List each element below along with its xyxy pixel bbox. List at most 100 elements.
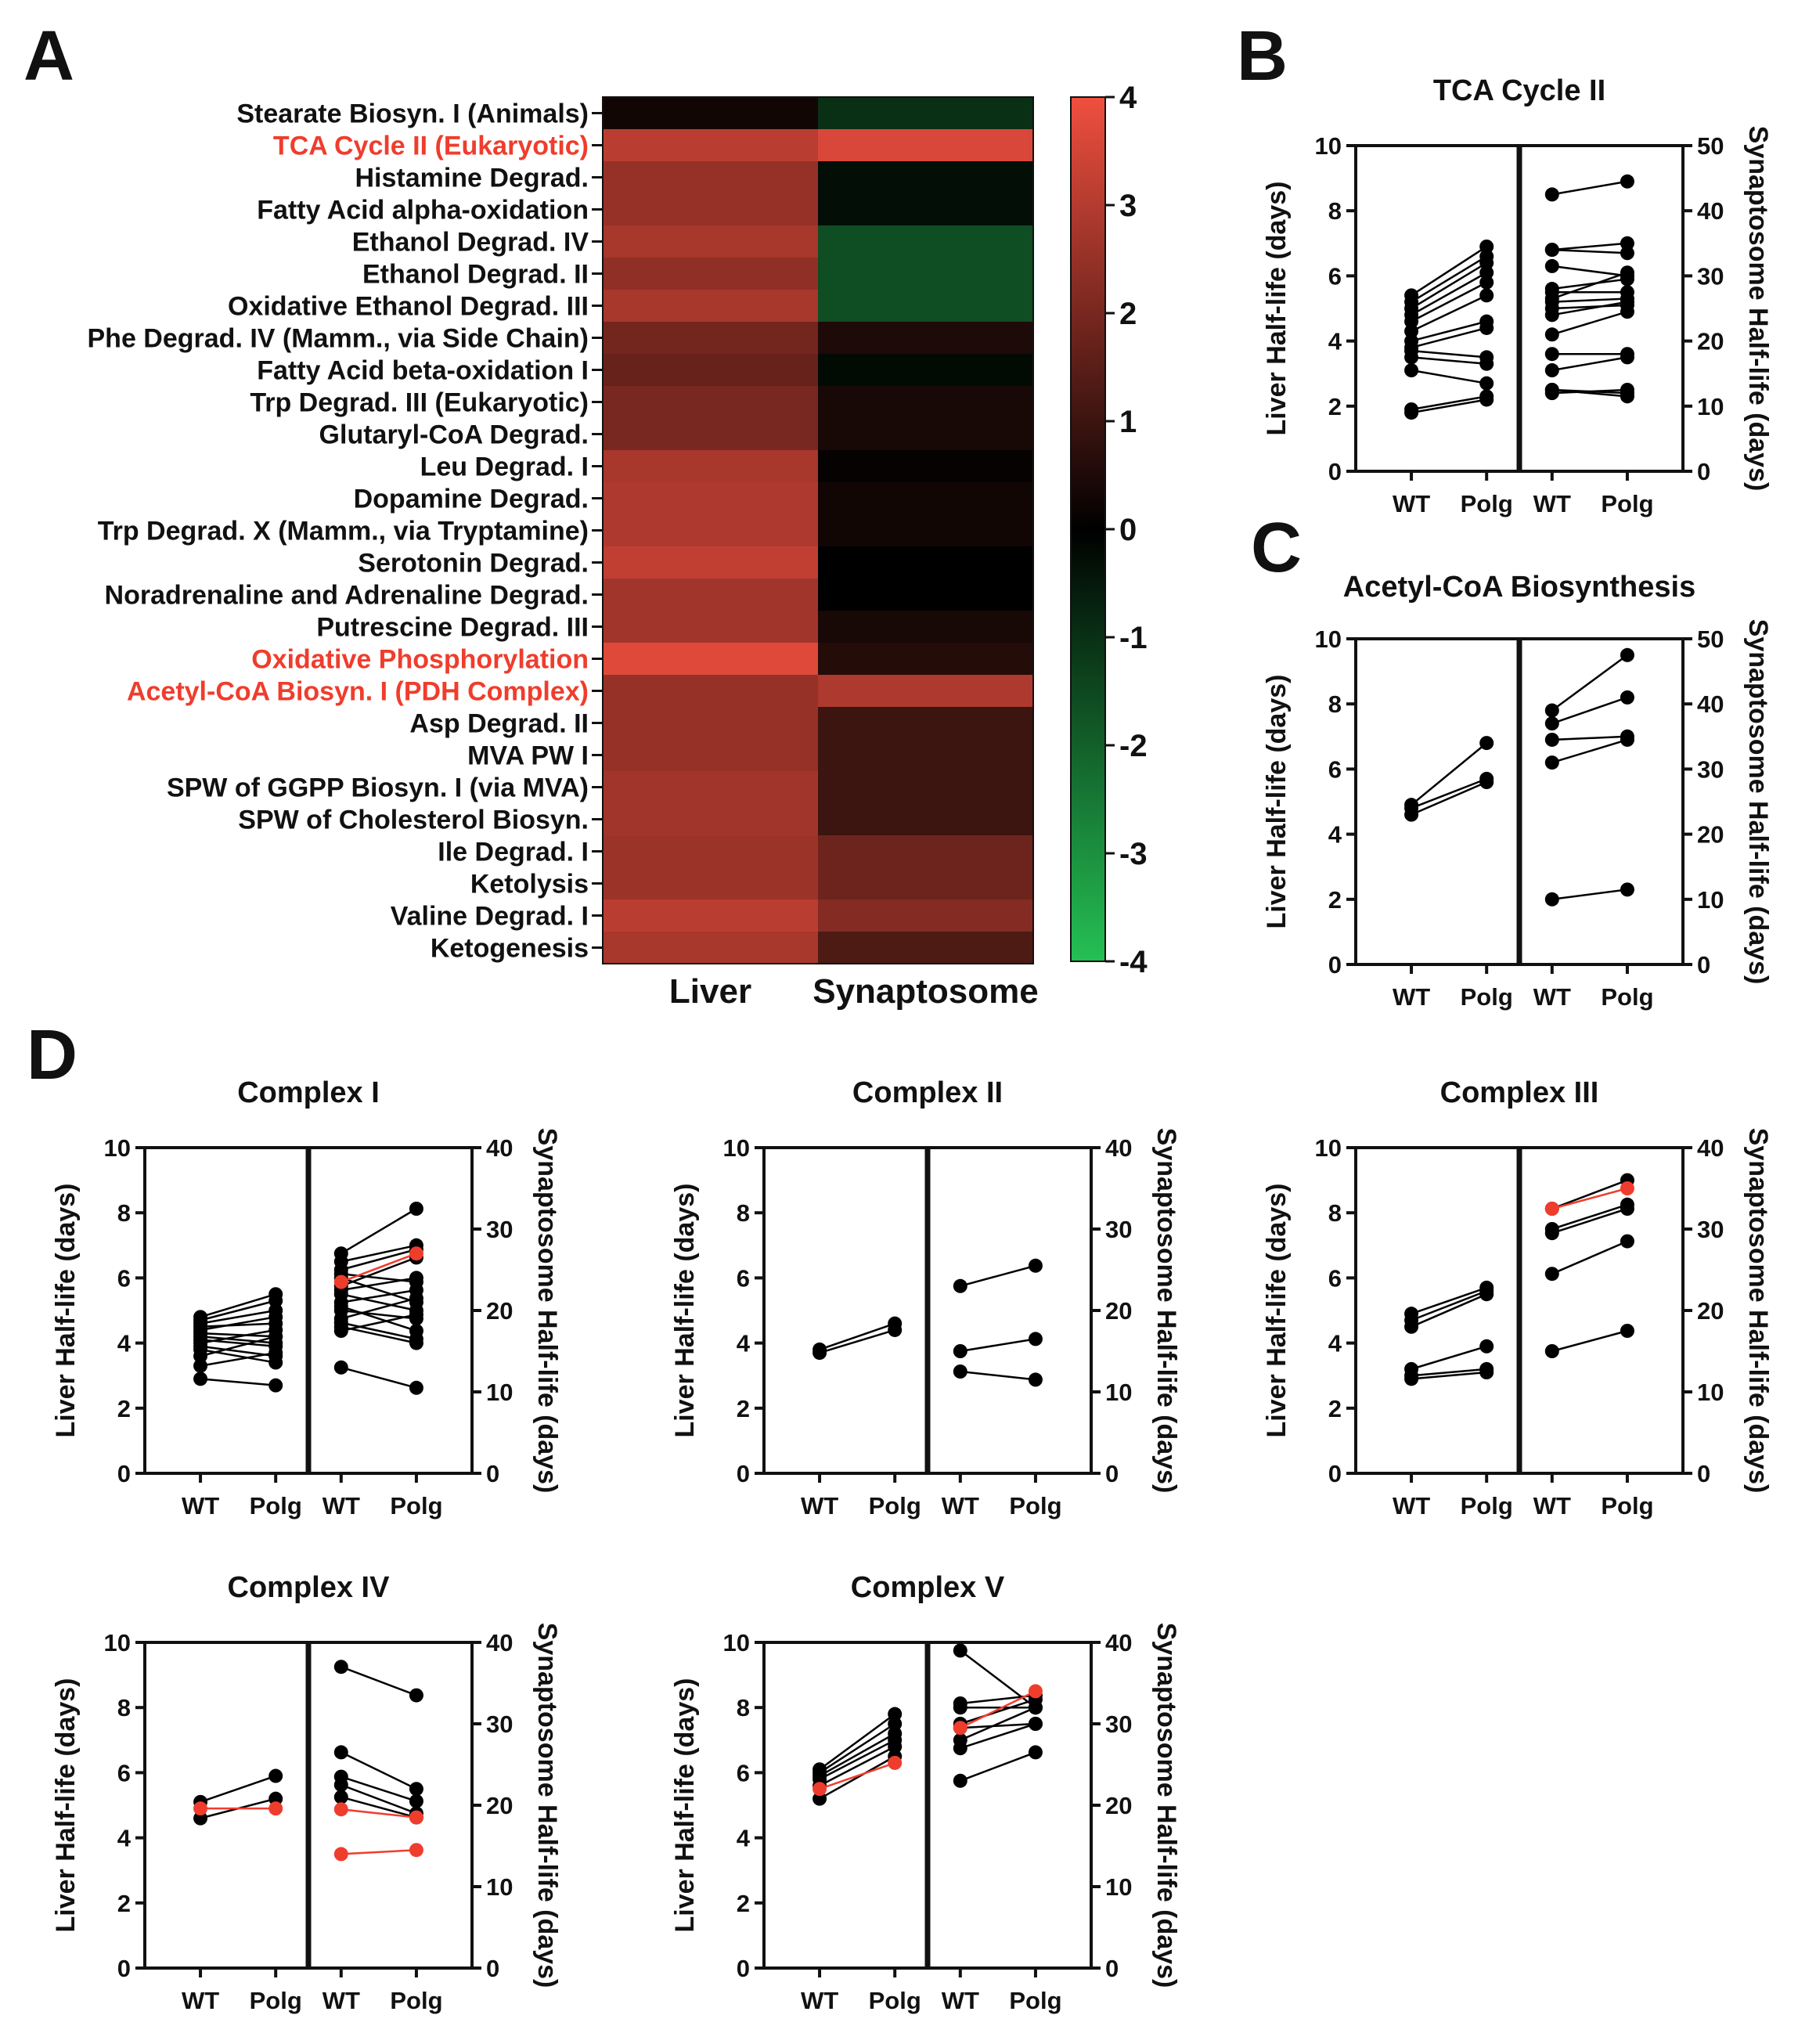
synaptosome-pair-point-wt [1544,703,1559,718]
heatmap-cell-liver [603,771,818,803]
y-right-tick-label: 20 [1105,1297,1132,1325]
synaptosome-pair-point-wt [1544,258,1559,273]
y-left-tick-label: 4 [737,1825,751,1852]
liver-pair-point-wt [813,1346,827,1361]
synaptosome-pair-point-wt [953,1278,967,1293]
synaptosome-pair-point-wt [953,1364,967,1379]
heatmap-row-label: Ketogenesis [431,934,589,964]
heatmap-cell-liver [603,899,818,932]
synaptosome-pair-highlight-point-wt [333,1274,348,1289]
plot-complex-iv: Complex IV 0 2 4 6 8 10 0 10 20 30 40 WT Polg WT Polg Li… [51,1571,562,2014]
y-left-tick-label: 4 [117,1330,132,1357]
y-right-tick-label: 40 [1697,197,1724,225]
heatmap-cell-synaptosome [818,161,1033,193]
x-tick-label: WT [182,1492,219,1519]
y-right-tick-label: 30 [1697,755,1724,783]
y-right-tick-label: 0 [486,1955,499,1982]
y-right-tick-label: 10 [1697,1379,1724,1406]
x-tick-label: Polg [1601,1492,1653,1519]
synaptosome-pair-point-wt [1544,892,1559,907]
liver-pair-line [819,1739,895,1780]
synaptosome-pair-point-wt [953,1344,967,1358]
liver-pair-line [1411,356,1487,365]
y-left-tick-label: 10 [1315,132,1342,160]
liver-pair [1404,736,1494,813]
y-left-tick-label: 4 [737,1330,751,1357]
synaptosome-pair-point-wt [953,1773,967,1788]
liver-pair [1404,775,1494,822]
liver-pair-line [819,1755,895,1800]
synaptosome-pair-highlight [953,1684,1043,1736]
synaptosome-pair-point-polg [1620,1324,1634,1338]
synaptosome-pair-line [1551,388,1628,398]
liver-pair [193,1768,283,1809]
synaptosome-pair-point-wt [1544,347,1559,362]
liver-pair-point-wt [193,1811,208,1826]
y-left-tick-label: 0 [117,1955,131,1982]
heatmap-row-label: Fatty Acid alpha-oxidation [257,196,589,225]
synaptosome-pair-point-wt [953,1700,967,1715]
liver-pair-line [1411,395,1487,411]
y-right-tick-label: 40 [486,1629,513,1656]
heatmap-cell-liver [603,354,818,386]
synaptosome-pair [333,1307,423,1338]
liver-pair-line [819,1746,895,1787]
synaptosome-pair-line [960,1370,1036,1381]
plot-complex-ii: Complex II 0 2 4 6 8 10 0 10 20 30 40 WT Polg WT Polg Li… [670,1076,1181,1519]
synaptosome-pair-line [341,1796,417,1819]
liver-pair [1404,1284,1494,1328]
liver-pair-point-polg [268,1293,283,1308]
plot-acetyl-coa-biosynthesis: Acetyl-CoA Biosynthesis 0 2 4 6 8 10 0 10 20 30 40 5… [1262,571,1773,1011]
synaptosome-pair [1544,174,1634,202]
heatmap-cell-liver [603,193,818,225]
liver-pair-point-polg [268,1329,283,1344]
heatmap-cell-liver [603,932,818,964]
synaptosome-pair-point-polg [1620,647,1634,662]
liver-pair-point-polg [888,1739,903,1754]
synaptosome-pair [953,1332,1043,1358]
synaptosome-pair-line [1551,265,1628,277]
heatmap-row-label: SPW of Cholesterol Biosyn. [238,806,589,835]
synaptosome-pair-point-wt [333,1360,348,1375]
heatmap-cell-liver [603,546,818,579]
liver-pair-line [200,1378,276,1386]
x-tick-label: WT [322,1987,360,2014]
liver-pair-point-polg [1479,736,1494,751]
heatmap-cell-synaptosome [818,322,1033,354]
synaptosome-pair [1544,690,1634,731]
synaptosome-pair-point-polg [409,1782,423,1797]
synaptosome-pair [953,1364,1043,1387]
synaptosome-pair-point-polg [1620,265,1634,280]
synaptosome-pair-line [960,1707,1036,1741]
heatmap-cell-synaptosome [818,193,1033,225]
y-left-tick-label: 0 [117,1460,131,1487]
heatmap-cell-synaptosome [818,482,1033,514]
y-right-axis-label: Synaptosome Half-life (days) [532,1128,562,1494]
liver-pair-point-polg [268,1355,283,1370]
liver-pair [1404,1365,1494,1386]
synaptosome-pair [1544,882,1634,907]
synaptosome-pair-point-wt [1544,187,1559,202]
synaptosome-pair-point-wt [333,1745,348,1760]
liver-pair-point-polg [1479,265,1494,280]
plot-complex-iii: Complex III 0 2 4 6 8 10 0 10 20 30 40 WT Polg WT Polg L… [1262,1076,1773,1519]
y-left-tick-label: 2 [1328,886,1342,914]
liver-pair-line [1411,742,1487,806]
y-right-tick-label: 10 [486,1873,513,1901]
heatmap-cell-synaptosome [818,546,1033,579]
liver-pair-line [1411,349,1487,359]
x-tick-label: WT [322,1492,360,1519]
x-tick-label: Polg [1461,1492,1513,1519]
synaptosome-pair-line [341,1783,417,1815]
liver-pair-point-wt [1404,324,1419,339]
synaptosome-pair-point-polg [1620,1202,1634,1216]
y-left-tick-label: 2 [737,1395,750,1422]
liver-pair-point-wt [813,1791,827,1806]
y-left-tick-label: 8 [737,1694,750,1721]
liver-pair [1404,350,1494,371]
synaptosome-pair [953,1258,1043,1293]
liver-pair-point-polg [268,1346,283,1361]
liver-pair-line [819,1722,895,1774]
liver-pair-line [1411,1345,1487,1371]
heatmap-row-label: Ile Degrad. I [438,838,589,867]
